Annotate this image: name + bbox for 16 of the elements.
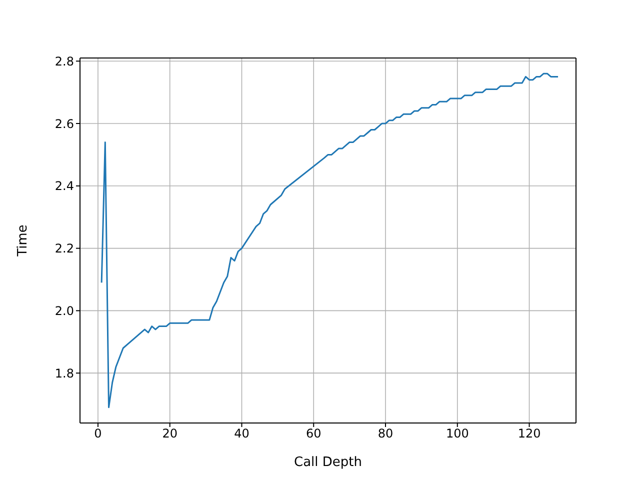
y-tick-label: 2.4 [54, 179, 74, 194]
y-tick-label: 1.8 [54, 366, 74, 380]
x-tick-label: 100 [446, 426, 469, 441]
y-tick-label: 2.0 [54, 304, 74, 318]
line-series [100, 72, 559, 408]
x-axis-title: Call Depth [294, 455, 362, 470]
y-tick-label: 2.8 [54, 54, 74, 68]
x-tick-label: 0 [94, 426, 102, 441]
x-tick-label: 40 [234, 426, 250, 441]
y-tick-label: 2.2 [54, 242, 74, 256]
x-tick-label: 60 [306, 426, 322, 441]
x-tick-label: 120 [518, 426, 541, 441]
y-tick-label: 2.6 [54, 116, 74, 131]
x-tick-label: 80 [378, 426, 394, 441]
x-tick-label: 20 [162, 426, 178, 441]
y-axis-title: Time [16, 224, 31, 258]
